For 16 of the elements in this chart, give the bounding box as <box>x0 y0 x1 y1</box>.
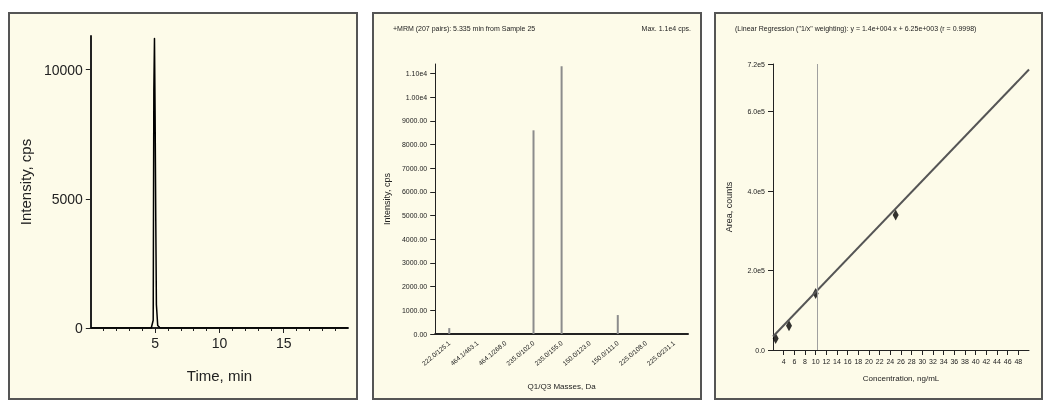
bar <box>560 66 563 334</box>
x-axis-title: Q1/Q3 Masses, Da <box>527 381 597 391</box>
bar <box>448 328 451 334</box>
y-axis-title: Area, counts <box>723 181 734 233</box>
y-axis-title: Intensity, cps <box>381 172 392 225</box>
x-tick-label: 10 <box>211 335 228 351</box>
x-tick-label: 5 <box>151 335 160 351</box>
bar <box>616 315 619 334</box>
x-tick-label: 15 <box>275 335 292 351</box>
y-tick-label: 0 <box>75 320 84 336</box>
x-axis-title: Time, min <box>186 367 253 384</box>
y-tick-label: 5000 <box>51 190 84 207</box>
y-axis-title: Intensity, cps <box>17 138 34 226</box>
x-axis-title: Concentration, ng/mL <box>862 373 940 383</box>
bar <box>532 130 535 334</box>
y-tick-label: 10000 <box>43 61 84 78</box>
